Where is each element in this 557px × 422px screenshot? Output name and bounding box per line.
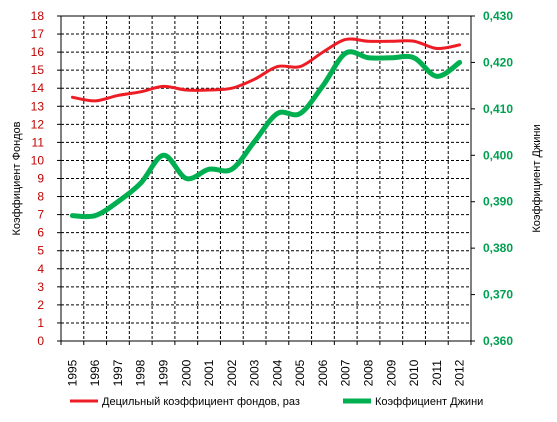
- left-tick-label: 3: [37, 280, 44, 294]
- left-tick-label: 16: [31, 45, 45, 59]
- left-tick-label: 7: [37, 208, 44, 222]
- left-axis-title: Коэффициент Фондов: [11, 121, 23, 235]
- left-tick-label: 5: [37, 244, 44, 258]
- legend-label-deciles: Децильный коэффициент фондов, раз: [102, 396, 300, 408]
- x-tick-label: 1997: [111, 359, 125, 386]
- right-tick-label: 0,370: [483, 288, 513, 302]
- left-tick-label: 13: [31, 99, 45, 113]
- x-tick-label: 1995: [65, 359, 79, 386]
- series: [69, 37, 463, 220]
- left-tick-label: 11: [32, 135, 45, 149]
- left-tick-label: 18: [31, 9, 45, 23]
- left-tick-label: 8: [37, 190, 44, 204]
- x-tick-label: 2005: [293, 359, 307, 386]
- right-tick-label: 0,400: [483, 148, 513, 162]
- x-tick-label: 2006: [316, 359, 330, 386]
- left-tick-label: 14: [31, 81, 45, 95]
- legend: Децильный коэффициент фондов, раз Коэффи…: [70, 396, 483, 408]
- x-tick-label: 1996: [88, 359, 102, 386]
- x-tick-label: 2009: [384, 359, 398, 386]
- left-tick-label: 10: [31, 153, 45, 167]
- series-line-deciles: [70, 37, 462, 103]
- right-tick-label: 0,430: [483, 9, 513, 23]
- grid: [61, 15, 471, 342]
- x-tick-label: 2003: [248, 359, 262, 386]
- x-tick-label: 1998: [134, 359, 148, 386]
- left-tick-label: 17: [31, 27, 45, 41]
- left-tick-label: 0: [37, 334, 44, 348]
- x-tick-label: 2000: [179, 359, 193, 386]
- right-tick-label: 0,410: [483, 102, 513, 116]
- left-tick-label: 15: [31, 63, 45, 77]
- left-tick-label: 12: [31, 117, 45, 131]
- right-tick-label: 0,360: [483, 334, 513, 348]
- series-line-gini: [69, 49, 463, 220]
- right-axis-ticks: 0,360 0,370 0,380 0,390 0,400 0,410 0,420 0,430: [471, 9, 513, 348]
- left-tick-label: 6: [37, 226, 44, 240]
- x-tick-label: 2008: [362, 359, 376, 386]
- left-tick-label: 2: [37, 298, 44, 312]
- right-tick-label: 0,420: [483, 55, 513, 69]
- right-tick-label: 0,380: [483, 241, 513, 255]
- left-tick-label: 9: [37, 172, 44, 186]
- x-tick-label: 2001: [202, 359, 216, 386]
- x-axis-ticks: 1995 1996 1997 1998 1999 2000 2001 2002 2003 2004…: [60, 341, 472, 386]
- x-tick-label: 2012: [453, 359, 467, 386]
- x-tick-label: 2002: [225, 359, 239, 386]
- legend-label-gini: Коэффициент Джини: [375, 396, 483, 408]
- x-tick-label: 2004: [270, 359, 284, 386]
- x-tick-label: 2007: [339, 359, 353, 386]
- right-tick-label: 0,390: [483, 195, 513, 209]
- left-tick-label: 1: [37, 316, 44, 330]
- left-tick-label: 4: [37, 262, 44, 276]
- x-tick-label: 2011: [430, 360, 444, 386]
- right-axis-title: Коэффициент Джини: [531, 124, 543, 232]
- x-tick-label: 1999: [157, 359, 171, 386]
- x-tick-label: 2010: [407, 359, 421, 386]
